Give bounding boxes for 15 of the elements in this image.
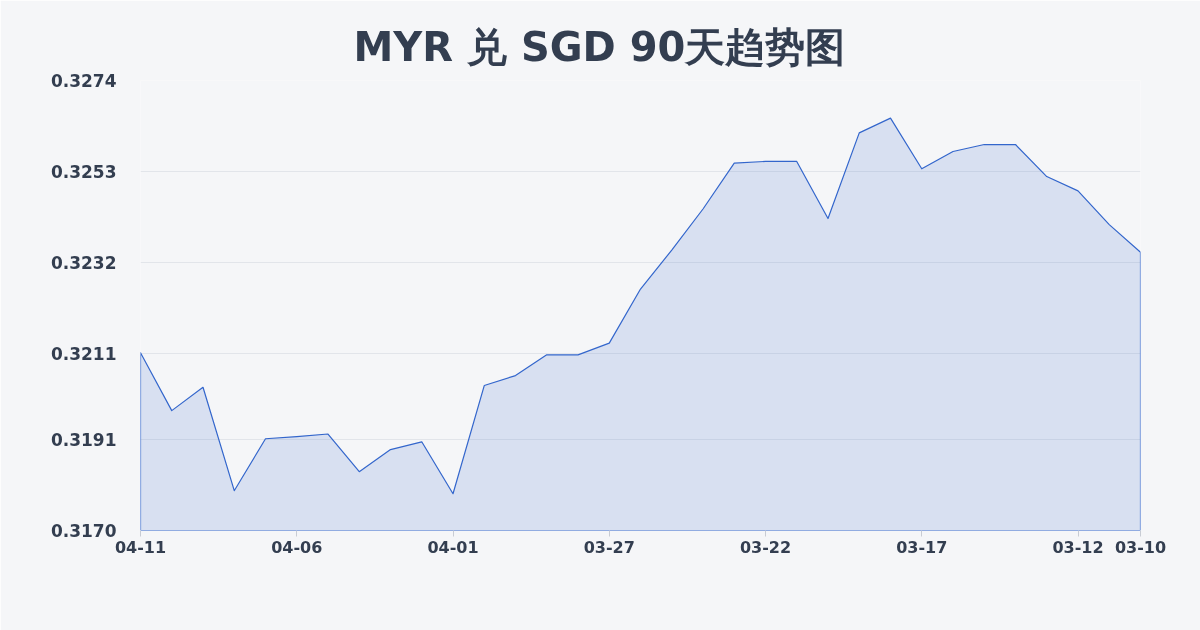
chart-title: MYR 兑 SGD 90天趋势图 xyxy=(353,23,846,70)
x-tick-label: 03-17 xyxy=(896,537,948,557)
x-tick-label: 04-01 xyxy=(427,537,479,557)
x-tick-label: 04-06 xyxy=(271,537,323,557)
x-tick-label: 03-12 xyxy=(1052,537,1104,557)
x-tick-label: 03-10 xyxy=(1114,537,1167,557)
y-tick-label: 0.3191 xyxy=(50,430,117,451)
x-tick-label: 03-22 xyxy=(739,537,792,557)
x-tick-label: 03-27 xyxy=(583,537,635,557)
y-tick-label: 0.3232 xyxy=(50,252,117,273)
y-tick-label: 0.3211 xyxy=(50,343,117,364)
y-tick-label: 0.3253 xyxy=(50,161,117,182)
y-tick-label: 0.3170 xyxy=(50,521,117,541)
y-tick-label: 0.3274 xyxy=(50,71,117,91)
x-tick-label: 04-11 xyxy=(114,537,167,557)
